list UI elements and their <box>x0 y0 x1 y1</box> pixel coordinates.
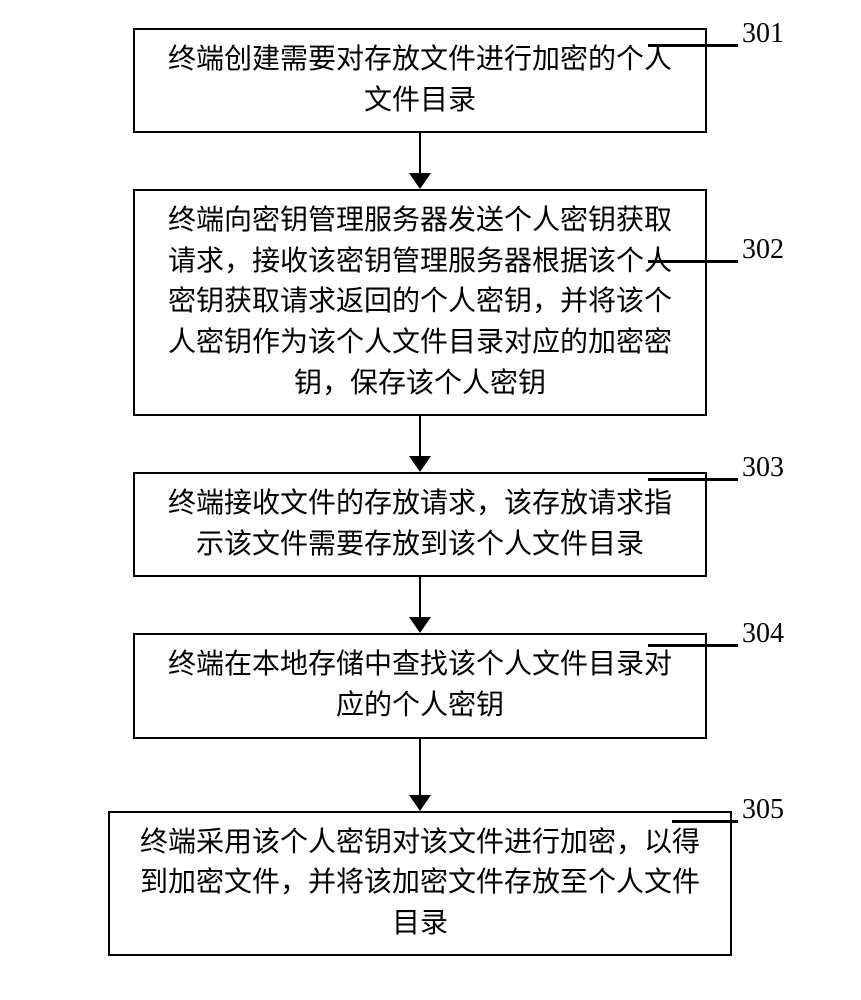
step-label-5: 305 <box>742 794 784 826</box>
connector-line <box>672 820 738 823</box>
flow-node-4: 终端在本地存储中查找该个人文件目录对应的个人密钥 <box>133 633 707 738</box>
node-text: 终端采用该个人密钥对该文件进行加密，以得到加密文件，并将该加密文件存放至个人文件… <box>140 827 700 939</box>
label-text: 305 <box>742 794 784 825</box>
arrow <box>60 739 780 811</box>
connector-line <box>648 260 738 263</box>
node-text: 终端创建需要对存放文件进行加密的个人文件目录 <box>168 44 672 116</box>
step-label-2: 302 <box>742 234 784 266</box>
node-text: 终端向密钥管理服务器发送个人密钥获取请求，接收该密钥管理服务器根据该个人密钥获取… <box>168 205 672 398</box>
flow-node-3: 终端接收文件的存放请求，该存放请求指示该文件需要存放到该个人文件目录 <box>133 472 707 577</box>
step-label-4: 304 <box>742 618 784 650</box>
arrow-head-icon <box>409 617 431 633</box>
connector-line <box>648 478 738 481</box>
arrow-line <box>419 133 422 175</box>
step-label-1: 301 <box>742 18 784 50</box>
node-text: 终端接收文件的存放请求，该存放请求指示该文件需要存放到该个人文件目录 <box>168 488 672 560</box>
flow-node-5: 终端采用该个人密钥对该文件进行加密，以得到加密文件，并将该加密文件存放至个人文件… <box>108 811 732 957</box>
label-text: 301 <box>742 18 784 49</box>
arrow-line <box>419 739 422 797</box>
arrow-head-icon <box>409 795 431 811</box>
arrow <box>60 133 780 189</box>
step-label-3: 303 <box>742 452 784 484</box>
arrow-line <box>419 577 422 619</box>
flow-node-1: 终端创建需要对存放文件进行加密的个人文件目录 <box>133 28 707 133</box>
arrow <box>60 577 780 633</box>
flowchart-container: 终端创建需要对存放文件进行加密的个人文件目录 终端向密钥管理服务器发送个人密钥获… <box>60 28 780 956</box>
connector-line <box>648 644 738 647</box>
node-text: 终端在本地存储中查找该个人文件目录对应的个人密钥 <box>168 649 672 721</box>
arrow-head-icon <box>409 173 431 189</box>
label-text: 302 <box>742 234 784 265</box>
connector-line <box>648 44 738 47</box>
label-text: 303 <box>742 452 784 483</box>
label-text: 304 <box>742 618 784 649</box>
arrow-head-icon <box>409 456 431 472</box>
arrow <box>60 416 780 472</box>
flow-node-2: 终端向密钥管理服务器发送个人密钥获取请求，接收该密钥管理服务器根据该个人密钥获取… <box>133 189 707 416</box>
arrow-line <box>419 416 422 458</box>
